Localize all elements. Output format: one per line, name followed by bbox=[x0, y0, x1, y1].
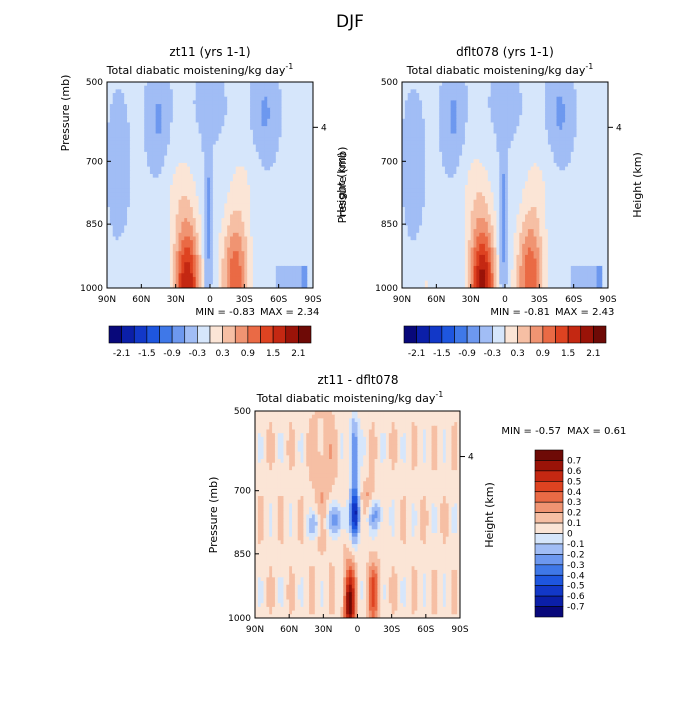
panel-subtitle: Total diabatic moistening/kg day-1 bbox=[406, 62, 594, 77]
subtitle-sup: -1 bbox=[585, 62, 593, 71]
stats-max-label: MAX = bbox=[260, 307, 294, 318]
colorbar-label: -2.1 bbox=[113, 349, 131, 359]
colorbar-label: -0.9 bbox=[163, 349, 181, 359]
stats-min-value: -0.83 bbox=[229, 307, 255, 318]
colorbar-label: 0.3 bbox=[215, 349, 229, 359]
colorbar-swatch bbox=[286, 326, 299, 343]
colorbar-label: 1.5 bbox=[266, 349, 280, 359]
x-tick-label: 60N bbox=[132, 295, 150, 305]
colorbar-label: 2.1 bbox=[291, 349, 305, 359]
colorbar-swatch bbox=[160, 326, 173, 343]
colorbar-swatch bbox=[134, 326, 147, 343]
panel-title: zt11 (yrs 1-1) bbox=[169, 45, 250, 59]
x-tick-label: 30N bbox=[167, 295, 185, 305]
panel-subtitle: Total diabatic moistening/kg day-1 bbox=[106, 62, 294, 77]
y-axis-label: Pressure (mb) bbox=[59, 75, 72, 152]
x-tick-label: 60S bbox=[270, 295, 287, 305]
x-tick-label: 90S bbox=[304, 295, 321, 305]
colorbar-label: 0.9 bbox=[241, 349, 256, 359]
y-tick-label: 850 bbox=[86, 220, 103, 230]
panel-title: dflt078 (yrs 1-1) bbox=[456, 45, 554, 59]
colorbar-swatch bbox=[210, 326, 223, 343]
contour-cells bbox=[107, 82, 314, 289]
y-tick-label: 1000 bbox=[80, 284, 103, 294]
y-tick-label: 500 bbox=[86, 78, 103, 88]
colorbar-swatch bbox=[172, 326, 185, 343]
subtitle-text: Total diabatic moistening/kg day bbox=[106, 64, 286, 77]
y-tick-label: 700 bbox=[86, 157, 103, 167]
colorbar-swatch bbox=[273, 326, 286, 343]
panel-zt11: zt11 (yrs 1-1) Total diabatic moistening… bbox=[59, 45, 348, 359]
stats-min-label: MIN = bbox=[195, 307, 226, 318]
subtitle-text: Total diabatic moistening/kg day bbox=[406, 64, 586, 77]
colorbar-label: -0.3 bbox=[189, 349, 207, 359]
x-tick-label: 90N bbox=[98, 295, 116, 305]
x-tick-label: 0 bbox=[207, 295, 213, 305]
y2-tick-label: 4 bbox=[321, 123, 327, 133]
heatmap-field: 90N 60N 30N 0 30S 60S 90S 500 700 850 1000 4 bbox=[80, 78, 327, 305]
x-tick-label: 30S bbox=[236, 295, 253, 305]
figure-title: DJF bbox=[336, 12, 364, 32]
stats-max-value: 2.34 bbox=[297, 307, 319, 318]
contour-cells bbox=[402, 82, 609, 289]
colorbar-swatch bbox=[248, 326, 261, 343]
colorbar-swatch bbox=[235, 326, 248, 343]
colorbar-swatch bbox=[197, 326, 210, 343]
colorbar-swatch bbox=[223, 326, 236, 343]
colorbar-swatch bbox=[147, 326, 160, 343]
stats-min: MIN = -0.83 bbox=[195, 307, 255, 318]
colorbar-swatch bbox=[122, 326, 135, 343]
colorbar-swatch bbox=[109, 326, 122, 343]
colorbar-label: -1.5 bbox=[138, 349, 156, 359]
colorbar-swatch bbox=[298, 326, 311, 343]
subtitle-sup: -1 bbox=[285, 62, 293, 71]
colorbar-swatch bbox=[261, 326, 274, 343]
stats-max: MAX = 2.34 bbox=[260, 307, 319, 318]
colorbar-swatch bbox=[185, 326, 198, 343]
colorbar: -2.1 -1.5 -0.9 -0.3 0.3 0.9 1.5 2.1 bbox=[109, 326, 311, 359]
panel-dflt078: dflt078 (yrs 1-1) Total diabatic moisten… bbox=[336, 45, 644, 359]
